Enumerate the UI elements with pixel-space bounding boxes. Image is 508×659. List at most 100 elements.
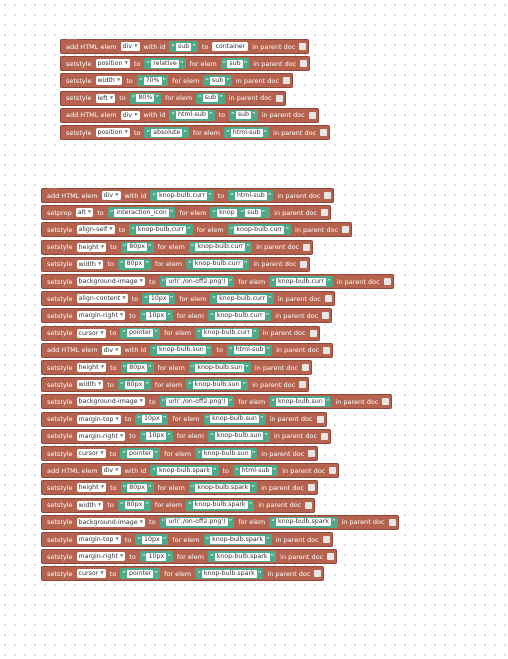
string-block[interactable]: “knop-bulb.curr” bbox=[195, 327, 259, 339]
string-value[interactable]: url('./on-off2.png') bbox=[166, 277, 228, 286]
string-block[interactable]: “knop-bulb.curr” bbox=[227, 224, 292, 236]
string-value[interactable]: 80% bbox=[136, 94, 155, 103]
dropdown-field[interactable]: width ▼ bbox=[76, 500, 104, 510]
gear-icon[interactable] bbox=[305, 501, 313, 509]
dropdown-field[interactable]: margin-right ▼ bbox=[76, 552, 126, 562]
setstyle-block[interactable]: setstyle background-image ▼ to “url('./on-of… bbox=[41, 394, 393, 410]
string-value[interactable]: 80px bbox=[124, 380, 145, 389]
string-block[interactable]: “html-sub” bbox=[223, 127, 270, 138]
dropdown-field[interactable]: div ▼ bbox=[101, 191, 121, 200]
string-block[interactable]: “knop-bulb.sun” bbox=[269, 396, 332, 408]
dropdown-field[interactable]: cursor ▼ bbox=[76, 449, 106, 458]
string-block[interactable]: “knop-bulb.spark” bbox=[203, 534, 272, 545]
string-value[interactable]: pointer bbox=[126, 449, 154, 458]
string-value[interactable]: knop bbox=[217, 208, 237, 217]
gear-icon[interactable] bbox=[327, 553, 335, 561]
string-block[interactable]: “knop-bulb.sun” bbox=[207, 430, 271, 442]
string-value[interactable]: html-sub bbox=[234, 191, 267, 200]
string-block[interactable]: “url('./on-off2.png')” bbox=[159, 516, 235, 528]
dropdown-field[interactable]: div ▼ bbox=[101, 345, 121, 355]
string-block[interactable]: “sub” bbox=[203, 75, 232, 87]
string-block[interactable]: “knop-bulb.sun” bbox=[195, 448, 258, 459]
string-value[interactable]: knop-bulb.curr bbox=[217, 294, 268, 303]
string-block[interactable]: “80px” bbox=[120, 482, 154, 494]
string-value[interactable]: html-sub bbox=[175, 111, 208, 120]
gear-icon[interactable] bbox=[282, 77, 290, 85]
string-block[interactable]: “10px” bbox=[139, 310, 173, 322]
setstyle-block[interactable]: setstyle cursor ▼ to “pointer” for elem “knop-… bbox=[41, 446, 319, 461]
string-value[interactable]: knop-bulb.spark bbox=[214, 552, 270, 561]
gear-icon[interactable] bbox=[300, 260, 308, 268]
string-value[interactable]: 80px bbox=[127, 483, 147, 492]
gear-icon[interactable] bbox=[324, 295, 332, 303]
string-value[interactable]: 80px bbox=[127, 363, 147, 372]
add-html-element-block[interactable]: add HTML elem div ▼ with id “html-sub” to “sub… bbox=[60, 107, 319, 123]
setstyle-block[interactable]: setstyle position ▼ to “relative” for elem “su… bbox=[60, 56, 311, 72]
string-block[interactable]: “knop-bulb.spark” bbox=[188, 482, 257, 494]
dropdown-field[interactable]: height ▼ bbox=[76, 483, 107, 493]
string-value[interactable]: knop-bulb.sun bbox=[201, 449, 251, 458]
dropdown-field[interactable]: alt ▼ bbox=[75, 208, 94, 218]
string-value[interactable]: html-sub bbox=[230, 128, 263, 137]
dropdown-field[interactable]: align-self ▼ bbox=[76, 225, 115, 235]
gear-icon[interactable] bbox=[342, 226, 350, 234]
string-block[interactable]: “html-sub” bbox=[233, 465, 279, 477]
string-block[interactable]: “80px” bbox=[117, 258, 151, 270]
string-block[interactable]: “70%” bbox=[136, 75, 169, 87]
gear-icon[interactable] bbox=[316, 415, 324, 423]
dropdown-field[interactable]: width ▼ bbox=[76, 259, 104, 269]
string-value[interactable]: 80px bbox=[124, 501, 145, 510]
dropdown-field[interactable]: background-image ▼ bbox=[76, 277, 146, 286]
string-value[interactable]: sub bbox=[175, 42, 192, 51]
gear-icon[interactable] bbox=[307, 484, 315, 492]
string-block[interactable]: “knop-bulb.spark” bbox=[150, 465, 219, 477]
string-block[interactable]: “html-sub” bbox=[228, 190, 274, 201]
text-input-field[interactable]: container bbox=[212, 42, 249, 51]
string-value[interactable]: knop-bulb.spark bbox=[275, 518, 331, 527]
string-value[interactable]: knop-bulb.curr bbox=[135, 225, 186, 234]
setstyle-block[interactable]: setstyle margin-right ▼ to “10px” for elem “kn… bbox=[41, 308, 333, 324]
string-block[interactable]: “html-sub” bbox=[169, 109, 215, 121]
string-value[interactable]: 10px bbox=[146, 432, 167, 441]
string-block[interactable]: “url('./on-off2.png')” bbox=[159, 396, 235, 408]
setstyle-block[interactable]: setstyle margin-right ▼ to “10px” for elem “kn… bbox=[41, 428, 332, 444]
string-value[interactable]: url('./on-off2.png') bbox=[166, 518, 228, 527]
dropdown-field[interactable]: position ▼ bbox=[95, 128, 130, 137]
setstyle-block[interactable]: setstyle width ▼ to “80px” for elem “knop-bulb… bbox=[41, 377, 310, 393]
setstyle-block[interactable]: setstyle background-image ▼ to “url('./on-of… bbox=[41, 514, 399, 530]
string-block[interactable]: “knop-bulb.curr” bbox=[207, 310, 272, 322]
string-value[interactable]: knop-bulb.sun bbox=[210, 415, 259, 424]
string-block[interactable]: “knop-bulb.sun” bbox=[150, 344, 213, 356]
string-value[interactable]: knop-bulb.sun bbox=[214, 432, 264, 441]
string-value[interactable]: 10px bbox=[141, 535, 162, 544]
setprop-block[interactable]: setprop alt ▼ to “interaction_icon” for elem “… bbox=[41, 205, 332, 221]
string-value[interactable]: url('./on-off2.png') bbox=[166, 397, 228, 406]
gear-icon[interactable] bbox=[323, 346, 331, 354]
gear-icon[interactable] bbox=[299, 381, 307, 389]
setstyle-block[interactable]: setstyle width ▼ to “80px” for elem “knop-bulb… bbox=[41, 497, 316, 513]
string-value[interactable]: knop-bulb.spark bbox=[156, 466, 212, 475]
dropdown-field[interactable]: width ▼ bbox=[95, 76, 123, 86]
string-value[interactable]: knop-bulb.sun bbox=[192, 380, 242, 389]
setstyle-block[interactable]: setstyle width ▼ to “70%” for elem “sub” in par… bbox=[60, 73, 293, 89]
dropdown-field[interactable]: div ▼ bbox=[120, 110, 140, 120]
gear-icon[interactable] bbox=[322, 312, 330, 320]
dropdown-field[interactable]: margin-top ▼ bbox=[76, 535, 121, 544]
setstyle-block[interactable]: setstyle height ▼ to “80px” for elem “knop-bul… bbox=[41, 239, 314, 255]
string-block[interactable]: “10px” bbox=[139, 551, 173, 563]
string-value[interactable]: html-sub bbox=[239, 466, 272, 475]
string-block[interactable]: “knop-bulb.curr” bbox=[269, 276, 333, 287]
string-value[interactable]: knop-bulb.sun bbox=[195, 363, 245, 372]
string-block[interactable]: “knop-bulb.curr” bbox=[186, 258, 250, 270]
dropdown-field[interactable]: margin-right ▼ bbox=[76, 431, 126, 441]
gear-icon[interactable] bbox=[301, 364, 309, 371]
setstyle-block[interactable]: setstyle position ▼ to “absolute” for elem “ht… bbox=[60, 125, 331, 140]
gear-icon[interactable] bbox=[303, 243, 311, 251]
dropdown-field[interactable]: position ▼ bbox=[95, 59, 130, 69]
gear-icon[interactable] bbox=[308, 111, 316, 119]
string-value[interactable]: knop-bulb.curr bbox=[192, 260, 243, 269]
setstyle-block[interactable]: setstyle cursor ▼ to “pointer” for elem “knop-… bbox=[41, 566, 325, 582]
string-block[interactable]: “sub” bbox=[238, 207, 268, 219]
string-block[interactable]: “80%” bbox=[129, 92, 162, 104]
string-value[interactable]: sub bbox=[209, 76, 226, 85]
